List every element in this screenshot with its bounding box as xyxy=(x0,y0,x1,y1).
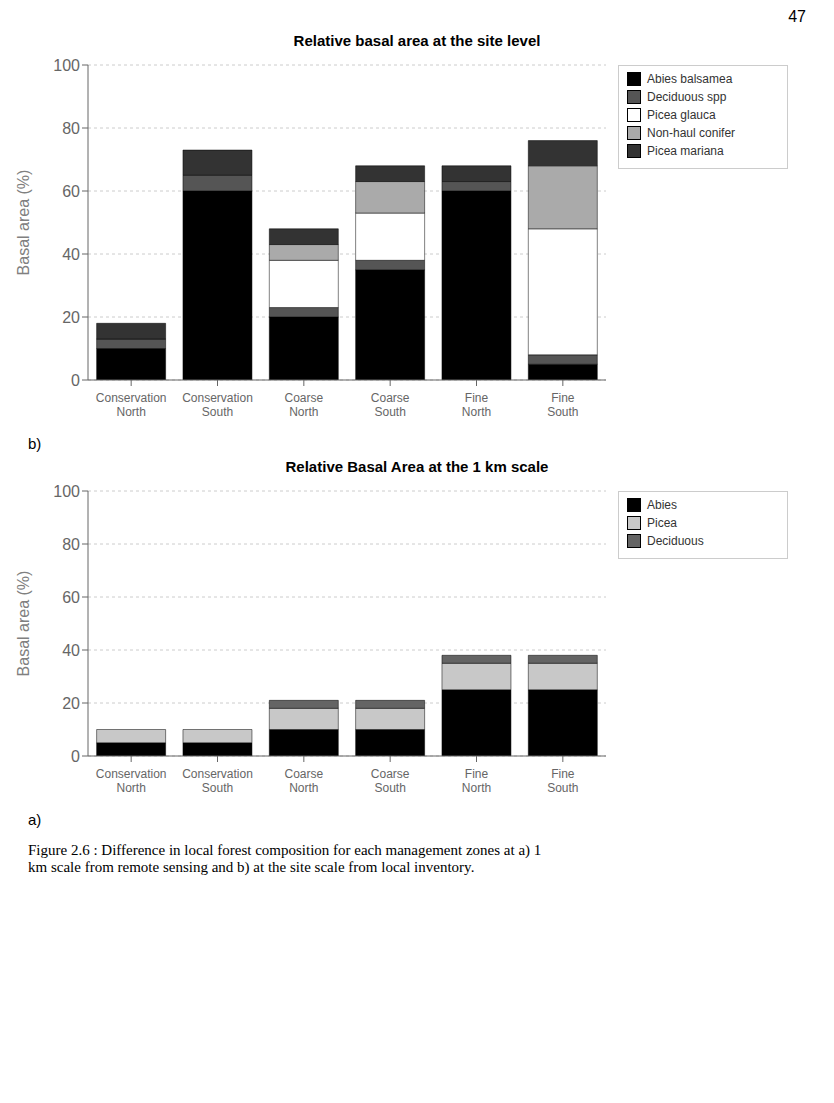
svg-text:40: 40 xyxy=(62,642,80,659)
html-text:Deciduous spp: Deciduous spp xyxy=(647,90,727,104)
svg-text:Basal area (%): Basal area (%) xyxy=(15,170,32,276)
html-text:Deciduous: Deciduous xyxy=(647,534,704,548)
svg-text:40: 40 xyxy=(62,246,80,263)
svg-text:0: 0 xyxy=(71,372,80,389)
html-text:47: 47 xyxy=(788,8,806,25)
svg-text:100: 100 xyxy=(53,57,80,74)
html-text:Picea glauca: Picea glauca xyxy=(647,108,716,122)
svg-text:FineSouth: FineSouth xyxy=(547,767,578,795)
html-text:Relative basal area at the sit: Relative basal area at the site level xyxy=(293,32,541,49)
svg-text:FineNorth: FineNorth xyxy=(462,391,491,419)
svg-text:ConservationNorth: ConservationNorth xyxy=(96,391,167,419)
svg-text:CoarseNorth: CoarseNorth xyxy=(284,767,323,795)
svg-text:CoarseNorth: CoarseNorth xyxy=(284,391,323,419)
svg-text:CoarseSouth: CoarseSouth xyxy=(371,391,410,419)
html-text:Picea: Picea xyxy=(647,516,677,530)
svg-text:80: 80 xyxy=(62,536,80,553)
svg-text:ConservationSouth: ConservationSouth xyxy=(182,391,253,419)
html-text:Abies balsamea: Abies balsamea xyxy=(647,72,733,86)
svg-text:ConservationNorth: ConservationNorth xyxy=(96,767,167,795)
svg-text:0: 0 xyxy=(71,748,80,765)
html-text:Abies: Abies xyxy=(647,498,677,512)
html-text:Picea mariana: Picea mariana xyxy=(647,144,724,158)
html-text:Relative Basal Area at the 1 k: Relative Basal Area at the 1 km scale xyxy=(285,458,549,475)
svg-text:CoarseSouth: CoarseSouth xyxy=(371,767,410,795)
svg-text:20: 20 xyxy=(62,695,80,712)
svg-text:100: 100 xyxy=(53,483,80,500)
svg-text:ConservationSouth: ConservationSouth xyxy=(182,767,253,795)
svg-text:60: 60 xyxy=(62,589,80,606)
svg-text:FineSouth: FineSouth xyxy=(547,391,578,419)
svg-text:20: 20 xyxy=(62,309,80,326)
svg-text:Basal area (%): Basal area (%) xyxy=(15,571,32,677)
svg-text:60: 60 xyxy=(62,183,80,200)
html-text:b): b) xyxy=(28,435,42,452)
html-text:Non-haul conifer: Non-haul conifer xyxy=(647,126,736,140)
svg-text:80: 80 xyxy=(62,120,80,137)
html-text:a): a) xyxy=(28,811,42,828)
html-text:Figure 2.6 : Difference in loc: Figure 2.6 : Difference in local forest … xyxy=(28,842,542,875)
svg-text:FineNorth: FineNorth xyxy=(462,767,491,795)
